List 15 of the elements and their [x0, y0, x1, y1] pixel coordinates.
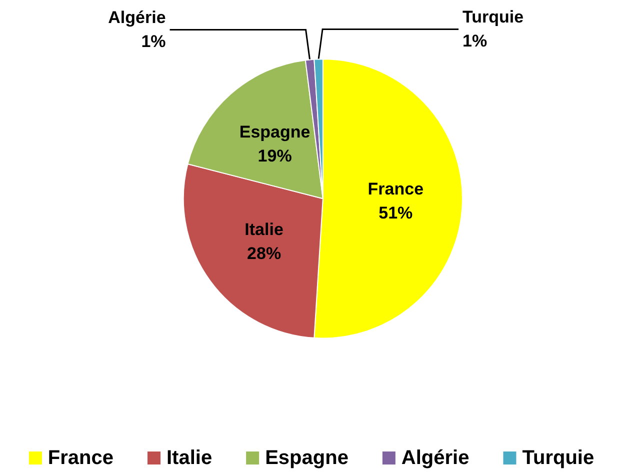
- data-label: 28%: [247, 244, 282, 263]
- slice-label: Algérie: [108, 8, 166, 28]
- slice-label: Italie: [244, 220, 284, 239]
- legend-label: France: [48, 447, 114, 469]
- data-label: 1%: [462, 32, 488, 51]
- data-label: 1%: [141, 32, 166, 52]
- data-label: 19%: [258, 146, 292, 166]
- legend-label: Algérie: [401, 447, 470, 469]
- data-label: 51%: [378, 203, 413, 222]
- legend-label: Turquie: [522, 447, 594, 469]
- legend-label: Espagne: [265, 447, 348, 469]
- slice-label: France: [368, 179, 424, 198]
- legend-label: Italie: [166, 447, 212, 469]
- slice-label: Espagne: [239, 122, 310, 142]
- slice-label: Turquie: [462, 8, 524, 27]
